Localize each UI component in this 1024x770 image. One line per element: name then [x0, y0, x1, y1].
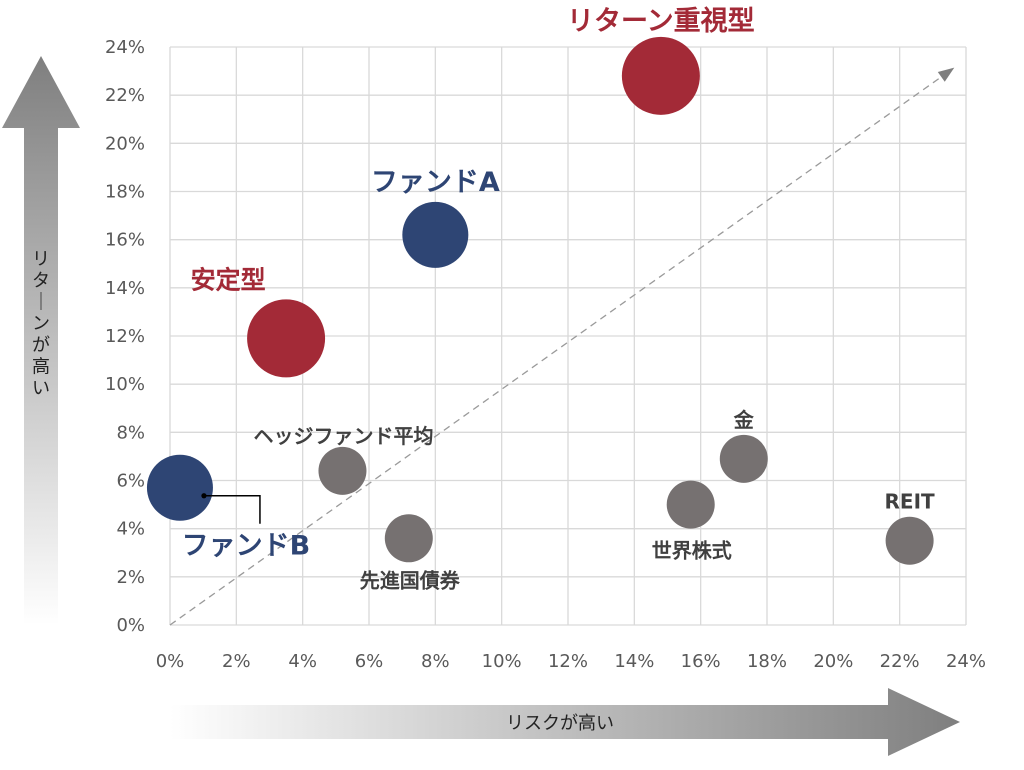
fund-b-leader-line — [203, 494, 261, 524]
y-tick-label: 18% — [105, 182, 145, 203]
reference-arrowhead — [937, 67, 955, 82]
bubble-point — [402, 201, 469, 268]
bubble-label: 世界株式 — [652, 539, 732, 563]
bubble-label: ファンドB — [182, 531, 311, 562]
y-tick-label: 4% — [116, 519, 145, 540]
y-tick-label: 0% — [116, 615, 145, 636]
bubble-point — [666, 480, 715, 529]
bubble-point — [318, 446, 367, 495]
y-tick-label: 22% — [105, 85, 145, 106]
reference-diagonal-line — [169, 70, 950, 626]
y-tick-label: 12% — [105, 326, 145, 347]
y-axis-label-char: リ — [32, 249, 50, 270]
x-tick-label: 10% — [482, 651, 522, 672]
y-axis-label-char: タ — [32, 271, 50, 292]
y-tick-label: 16% — [105, 230, 145, 251]
y-tick-label: 6% — [116, 471, 145, 492]
x-tick-label: 24% — [946, 651, 986, 672]
x-tick-label: 8% — [421, 651, 450, 672]
y-tick-label: 2% — [116, 567, 145, 588]
bubble-label: リターン重視型 — [567, 6, 755, 37]
y-axis-label-char: ｜ — [32, 292, 50, 313]
bubble-label: REIT — [885, 490, 936, 514]
y-axis-return-arrow — [2, 56, 80, 625]
bubble-point — [384, 514, 433, 563]
bubble-point — [621, 36, 700, 115]
y-axis-label-char: 高 — [32, 357, 50, 378]
bubble-label: ヘッジファンド平均 — [253, 424, 433, 448]
bubble-point — [247, 299, 326, 378]
x-tick-label: 20% — [813, 651, 853, 672]
x-tick-label: 22% — [880, 651, 920, 672]
bubble-point — [146, 454, 213, 521]
bubble-label: 安定型 — [191, 265, 266, 294]
y-axis-label-char: ン — [32, 314, 50, 335]
y-tick-label: 8% — [116, 422, 145, 443]
x-tick-label: 16% — [681, 651, 721, 672]
x-axis-risk-arrow — [170, 688, 960, 756]
y-tick-label: 14% — [105, 278, 145, 299]
y-axis-label-char: い — [32, 378, 50, 399]
x-tick-label: 14% — [614, 651, 654, 672]
x-tick-label: 6% — [355, 651, 384, 672]
x-tick-label: 4% — [288, 651, 317, 672]
y-tick-label: 10% — [105, 374, 145, 395]
bubble-label: 先進国債券 — [360, 568, 461, 592]
x-axis-label: リスクが高い — [506, 713, 614, 734]
bubble-label: 金 — [733, 408, 755, 432]
x-tick-label: 12% — [548, 651, 588, 672]
bubble-label: ファンドA — [371, 167, 500, 198]
y-tick-label: 24% — [105, 37, 145, 58]
x-tick-label: 18% — [747, 651, 787, 672]
fund-b-leader-dot — [201, 493, 207, 499]
bubble-point — [885, 516, 934, 565]
x-tick-label: 0% — [156, 651, 185, 672]
y-tick-label: 20% — [105, 133, 145, 154]
y-axis-label-char: が — [32, 335, 50, 356]
x-tick-label: 2% — [222, 651, 251, 672]
bubble-point — [719, 434, 768, 483]
